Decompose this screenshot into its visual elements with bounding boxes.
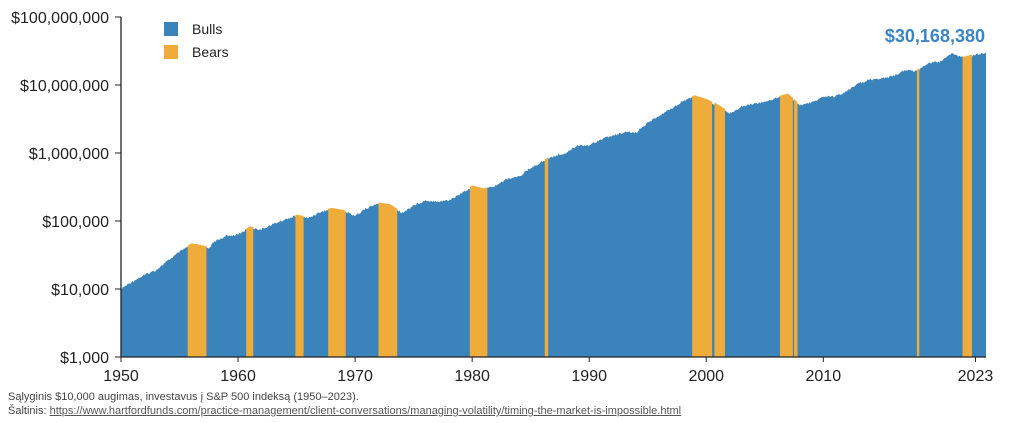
x-tick-label-7: 2023 — [958, 368, 994, 385]
x-axis-ticks: 1950 1960 1970 1980 1990 2000 2010 2023 — [103, 357, 993, 385]
chart-caption: Sąlyginis $10,000 augimas, investavus į … — [8, 391, 359, 403]
final-value-label: $30,168,380 — [885, 26, 985, 46]
x-tick-label-2: 1970 — [337, 368, 373, 385]
y-axis-ticks: $100,000,000 $10,000,000 $1,000,000 $100,00… — [11, 10, 121, 367]
x-tick-label-1: 1960 — [220, 368, 256, 385]
x-tick-label-5: 2000 — [688, 368, 724, 385]
legend-label-bulls: Bulls — [192, 21, 222, 37]
bear-band-8 — [714, 102, 725, 357]
bear-band-1 — [246, 226, 254, 357]
bear-band-0 — [187, 243, 207, 357]
source-line: Šaltinis: https://www.hartfordfunds.com/… — [8, 404, 681, 418]
y-tick-label-3: $100,000 — [42, 214, 109, 231]
bear-band-10 — [794, 98, 798, 358]
bear-market-bands-overlay — [187, 54, 972, 358]
source-label: Šaltinis: — [8, 405, 50, 417]
bear-band-5 — [469, 185, 488, 357]
bear-band-12 — [962, 54, 972, 357]
bear-band-9 — [779, 93, 793, 357]
x-tick-label-3: 1980 — [454, 368, 490, 385]
bear-band-6 — [544, 157, 549, 357]
x-tick-label-0: 1950 — [103, 368, 139, 385]
legend-swatch-bears — [164, 45, 178, 59]
bear-band-4 — [378, 202, 398, 357]
y-tick-label-0: $100,000,000 — [11, 10, 109, 27]
bear-band-3 — [328, 207, 346, 357]
x-tick-label-6: 2010 — [806, 368, 842, 385]
y-tick-label-5: $1,000 — [60, 350, 109, 367]
bear-band-11 — [916, 68, 920, 358]
y-tick-label-4: $10,000 — [51, 282, 109, 299]
x-tick-label-4: 1990 — [571, 368, 607, 385]
y-tick-label-2: $1,000,000 — [29, 146, 109, 163]
bear-band-2 — [295, 214, 304, 357]
source-link[interactable]: https://www.hartfordfunds.com/practice-m… — [49, 405, 682, 417]
y-tick-label-1: $10,000,000 — [20, 78, 109, 95]
legend-label-bears: Bears — [192, 44, 229, 60]
legend: Bulls Bears — [164, 21, 229, 60]
growth-chart: $100,000,000 $10,000,000 $1,000,000 $100,00… — [11, 10, 993, 385]
bear-band-7 — [692, 95, 713, 357]
legend-swatch-bulls — [164, 22, 178, 36]
